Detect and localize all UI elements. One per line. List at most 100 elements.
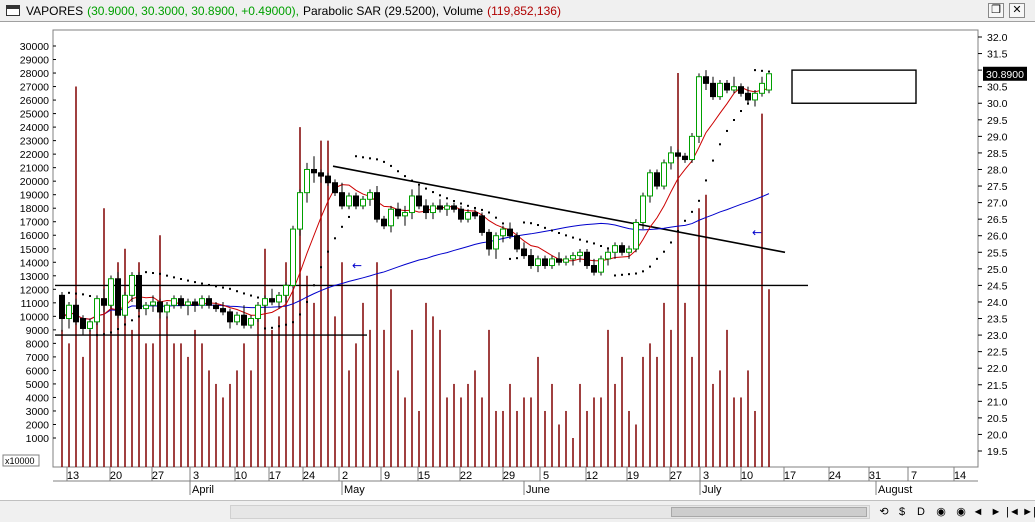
candle-body (241, 314, 247, 326)
sar-dot (285, 323, 287, 326)
candle-body (325, 175, 331, 184)
scrollbar-thumb[interactable] (671, 507, 867, 517)
nav-button[interactable]: |◄ (1006, 506, 1020, 518)
sar-dot (236, 290, 238, 293)
date-tick-label: 3 (193, 470, 199, 482)
nav-button[interactable]: ► (990, 506, 1002, 518)
sar-dot (194, 281, 196, 284)
sar-dot (229, 287, 231, 290)
symbol-label: VAPORES (26, 4, 84, 18)
sar-dot (320, 266, 322, 269)
candle-body (108, 278, 114, 306)
candle-body (661, 162, 667, 187)
candle-body (262, 298, 268, 306)
sar-dot (173, 276, 175, 279)
sar-dot (110, 331, 112, 334)
nav-button[interactable]: ►| (1022, 506, 1035, 518)
candle-body (486, 231, 492, 250)
nav-button[interactable]: $ (898, 506, 906, 518)
sar-dot (593, 242, 595, 245)
restore-icon[interactable]: ❐ (988, 3, 1004, 18)
candle-body (199, 298, 205, 306)
price-chart[interactable]: ←←30000290002800027000260002500024000230… (0, 22, 1035, 500)
sar-dot (103, 333, 105, 336)
sar-dot (733, 118, 735, 121)
horizontal-scrollbar[interactable] (230, 505, 870, 519)
month-label: July (702, 484, 722, 496)
candle-body (318, 172, 324, 177)
candle-body (374, 192, 380, 220)
nav-button[interactable]: ◉ (936, 506, 946, 518)
sar-dot (614, 274, 616, 277)
sar-dot (607, 247, 609, 250)
sar-dot (698, 199, 700, 202)
volume-tick-label: 17000 (20, 217, 49, 229)
price-tick-label: 24.0 (987, 297, 1008, 309)
candle-body (255, 304, 261, 320)
sar-dot (621, 273, 623, 276)
volume-tick-label: 16000 (20, 230, 49, 242)
nav-button[interactable]: D (917, 506, 925, 518)
date-tick-label: 3 (703, 470, 709, 482)
price-values: (30.9000, 30.3000, 30.8900, +0.49000), (87, 4, 299, 18)
candle-body (584, 251, 590, 267)
sar-dot (376, 158, 378, 161)
sar-dot (537, 224, 539, 227)
volume-tick-label: 19000 (20, 190, 49, 202)
volume-tick-label: 22000 (20, 149, 49, 161)
sar-dot (530, 222, 532, 225)
sar-dot (474, 206, 476, 209)
candle-body (367, 192, 373, 200)
price-tick-label: 22.5 (987, 347, 1008, 359)
sar-dot (362, 156, 364, 159)
consolidation-box (791, 69, 917, 104)
price-tick-label: 23.0 (987, 330, 1008, 342)
candle-body (150, 301, 156, 306)
date-tick-label: 12 (586, 470, 598, 482)
sar-dot (390, 164, 392, 167)
nav-button[interactable]: ◄ (972, 506, 984, 518)
blue-arrow-icon: ← (752, 225, 762, 239)
volume-tick-label: 7000 (26, 352, 50, 364)
sar-dot (509, 257, 511, 260)
sar-dot (355, 155, 357, 158)
sar-dot (187, 279, 189, 282)
candle-body (556, 258, 562, 263)
candle-body (738, 86, 744, 94)
sar-dot (558, 232, 560, 235)
sar-dot (257, 296, 259, 299)
price-tick-label: 29.0 (987, 131, 1008, 143)
candle-body (73, 304, 79, 323)
sar-dot (201, 282, 203, 285)
date-tick-label: 19 (627, 470, 639, 482)
candle-body (724, 82, 730, 91)
candle-body (220, 308, 226, 313)
candle-body (157, 301, 163, 313)
candle-body (388, 208, 394, 227)
sar-dot (418, 183, 420, 186)
price-tick-label: 26.0 (987, 231, 1008, 243)
sar-dot (327, 250, 329, 253)
nav-button[interactable]: ◉ (956, 506, 966, 518)
price-tick-label: 21.5 (987, 380, 1008, 392)
volume-tick-label: 9000 (26, 325, 50, 337)
date-tick-label: 14 (954, 470, 966, 482)
sar-dot (243, 292, 245, 295)
candle-body (528, 255, 534, 267)
volume-tick-label: 28000 (20, 68, 49, 80)
volume-tick-label: 14000 (20, 257, 49, 269)
candle-body (591, 265, 597, 273)
price-tick-label: 27.0 (987, 198, 1008, 210)
price-axis: 32.031.531.030.530.029.529.028.528.027.5… (978, 32, 1027, 458)
candle-body (353, 195, 359, 207)
sar-dot (439, 194, 441, 197)
price-tick-label: 29.5 (987, 115, 1008, 127)
nav-button[interactable]: ⟲ (879, 506, 889, 518)
sar-dot (152, 272, 154, 275)
volume-tick-label: 13000 (20, 271, 49, 283)
sar-dot (761, 69, 763, 72)
volume-values: (119,852,136) (487, 4, 561, 18)
close-icon[interactable]: ✕ (1009, 3, 1025, 18)
sar-dot (726, 129, 728, 132)
